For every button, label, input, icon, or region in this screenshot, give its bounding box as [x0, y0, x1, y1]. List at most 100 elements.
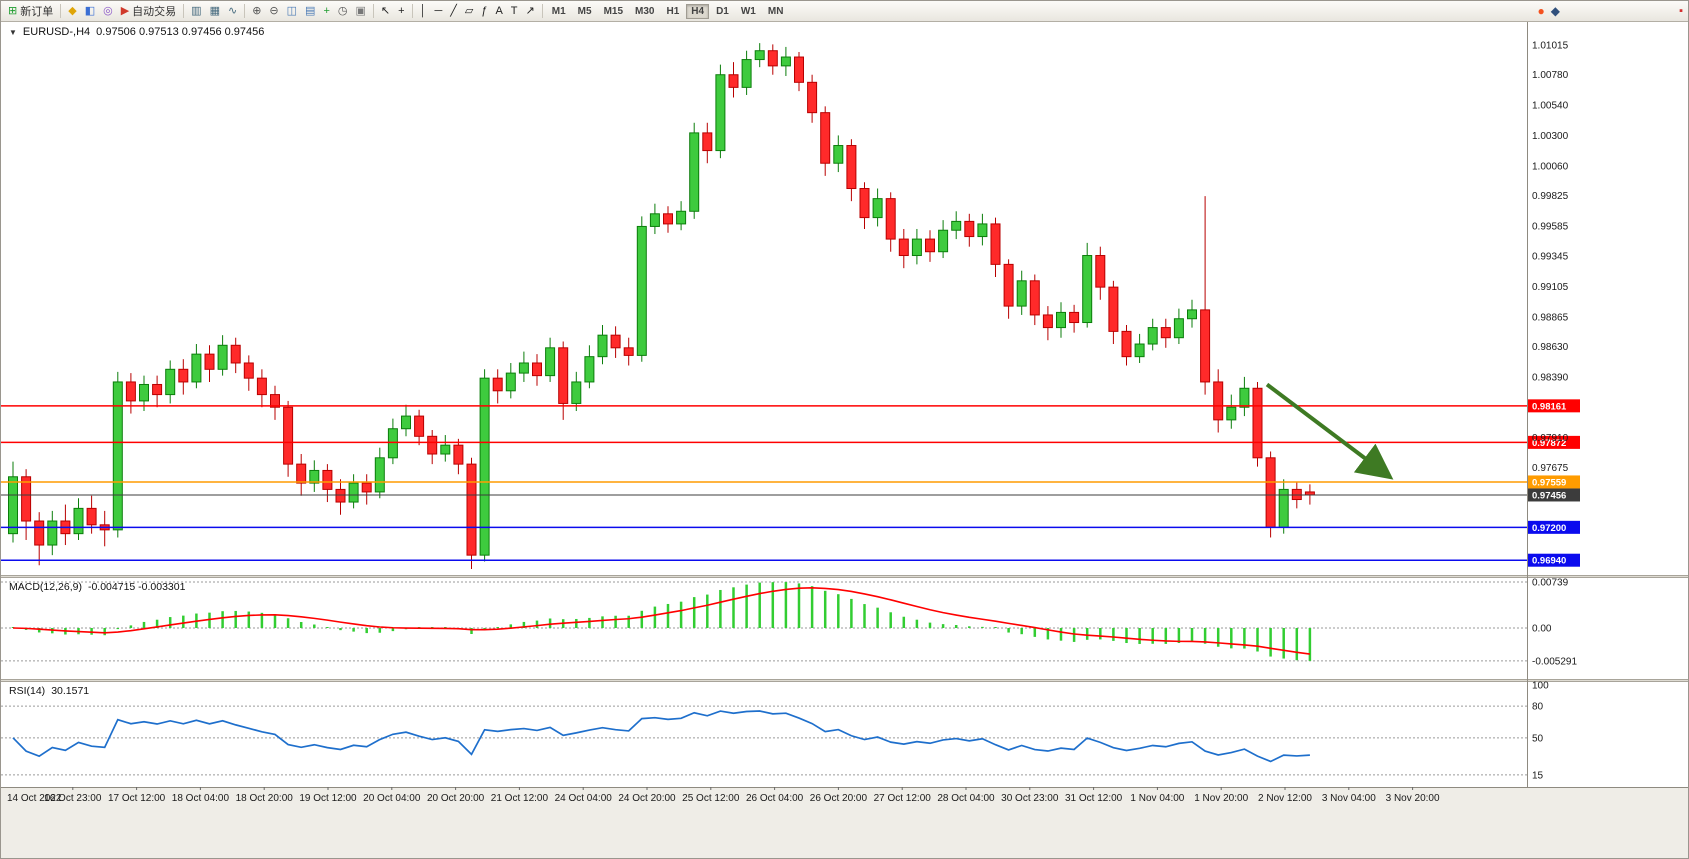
- indicators-button[interactable]: +: [319, 2, 333, 20]
- autotrading-icon: ▶: [120, 4, 130, 17]
- timeframe-h1-button[interactable]: H1: [666, 5, 680, 17]
- autotrading-button[interactable]: ▶ 自动交易: [117, 2, 180, 20]
- panel-splitter[interactable]: [1, 575, 1689, 578]
- rsi-tick-label: 100: [1532, 681, 1549, 692]
- price-tag-label: 0.97200: [1532, 523, 1566, 534]
- bull-candle: [165, 368, 176, 396]
- bear-candle: [1291, 488, 1302, 501]
- panel-splitter[interactable]: [1, 679, 1689, 682]
- bull-candle: [112, 381, 123, 531]
- timeframe-m1-button[interactable]: M1: [551, 5, 566, 17]
- bull-candle: [374, 457, 385, 493]
- rsi-tick-label: 80: [1532, 702, 1544, 713]
- bull-candle: [1016, 280, 1027, 307]
- bull-candle: [1147, 327, 1158, 345]
- price-tick-label: 0.99585: [1532, 221, 1569, 232]
- bear-candle: [453, 444, 464, 465]
- text-label-button[interactable]: T: [507, 2, 522, 20]
- new-chart-button[interactable]: ▤: [301, 2, 319, 20]
- chart-background[interactable]: [1, 21, 1689, 787]
- bear-candle: [427, 435, 438, 455]
- vertical-line-button[interactable]: │: [416, 2, 431, 20]
- notifications-icon[interactable]: ●: [1537, 4, 1545, 18]
- time-label: 3 Nov 20:00: [1386, 793, 1440, 804]
- crosshair-button[interactable]: +: [394, 2, 408, 20]
- time-axis-strip: [1, 787, 1688, 858]
- periods-button[interactable]: ◷: [334, 2, 352, 20]
- resistance-line-tag[interactable]: [1528, 399, 1580, 413]
- current-price-line-tag[interactable]: [1528, 488, 1580, 502]
- timeframe-mn-button[interactable]: MN: [767, 5, 784, 17]
- profiles-button[interactable]: ◧: [81, 2, 99, 20]
- bull-candle: [1082, 255, 1093, 324]
- timeframe-m15-button[interactable]: M15: [603, 5, 624, 17]
- pivot-line-tag[interactable]: [1528, 475, 1580, 489]
- crosshair-icon: +: [398, 4, 405, 17]
- line-chart-button[interactable]: ∿: [224, 2, 241, 20]
- arrows-button[interactable]: ↗: [522, 2, 539, 20]
- bear-candle: [820, 112, 831, 164]
- bear-candle: [623, 347, 634, 356]
- toolbar-separator: [541, 4, 543, 18]
- new-order-button[interactable]: ⊞ 新订单: [4, 2, 57, 20]
- bull-candle: [387, 428, 398, 459]
- support-line-tag[interactable]: [1528, 553, 1580, 567]
- bull-candle: [951, 220, 962, 231]
- bull-candle: [833, 145, 844, 164]
- time-label: 18 Oct 04:00: [172, 793, 230, 804]
- rsi-tick-label: 15: [1532, 770, 1544, 781]
- horizontal-line-button[interactable]: ─: [430, 2, 446, 20]
- bull-candle: [440, 444, 451, 455]
- timeframe-w1-button[interactable]: W1: [740, 5, 756, 17]
- price-tick-label: 0.97910: [1532, 433, 1569, 444]
- support-line-tag[interactable]: [1528, 520, 1580, 534]
- zoom-out-button[interactable]: ⊖: [265, 2, 282, 20]
- channel-button[interactable]: ▱: [461, 2, 477, 20]
- trend-arrow-annotation[interactable]: [1265, 382, 1394, 480]
- bar-chart-button[interactable]: ▥: [187, 2, 205, 20]
- bull-candle: [571, 381, 582, 404]
- price-tick-label: 0.98865: [1532, 312, 1569, 323]
- bull-candle: [348, 482, 359, 503]
- collapse-chart-icon[interactable]: ▼: [9, 28, 17, 37]
- trendline-button[interactable]: ╱: [446, 2, 461, 20]
- macd-name: MACD(12,26,9): [9, 581, 82, 593]
- zoom-in-button[interactable]: ⊕: [248, 2, 265, 20]
- toolbar-right-icons: ● ◆: [1538, 4, 1560, 18]
- timeframe-d1-button[interactable]: D1: [716, 5, 729, 17]
- bear-candle: [125, 381, 136, 402]
- bear-candle: [178, 368, 189, 383]
- bull-candle: [191, 353, 202, 383]
- rsi-value: 30.1571: [51, 685, 90, 697]
- time-label: 26 Oct 20:00: [810, 793, 868, 804]
- bear-candle: [466, 463, 477, 556]
- chart-header: ▼ EURUSD-,H4 0.97506 0.97513 0.97456 0.9…: [9, 26, 264, 38]
- time-label: 17 Oct 12:00: [108, 793, 166, 804]
- bull-candle: [8, 476, 18, 535]
- text-button[interactable]: A: [491, 2, 506, 20]
- price-tick-label: 1.01015: [1532, 41, 1569, 52]
- candlestick-chart-button[interactable]: ▦: [206, 2, 224, 20]
- time-label: 31 Oct 12:00: [1065, 793, 1123, 804]
- timeframe-h4-button[interactable]: H4: [686, 3, 710, 19]
- bear-candle: [1160, 327, 1171, 339]
- timeframe-m5-button[interactable]: M5: [577, 5, 592, 17]
- timeframe-m30-button[interactable]: M30: [635, 5, 655, 17]
- time-label: 30 Oct 23:00: [1001, 793, 1059, 804]
- bear-candle: [990, 223, 1001, 265]
- bear-candle: [1108, 286, 1119, 332]
- bear-candle: [204, 353, 215, 370]
- templates-button[interactable]: ▣: [352, 2, 370, 20]
- promo-badge-icon[interactable]: ▪: [1679, 5, 1683, 17]
- wizard-button[interactable]: ◆: [64, 2, 80, 20]
- cursor-button[interactable]: ↖: [377, 2, 394, 20]
- community-icon[interactable]: ◆: [1550, 4, 1560, 18]
- tile-windows-button[interactable]: ◫: [283, 2, 301, 20]
- fibonacci-button[interactable]: ƒ: [477, 2, 491, 20]
- bear-candle: [702, 132, 713, 152]
- alerts-button[interactable]: ◎: [99, 2, 117, 20]
- resistance-line-tag[interactable]: [1528, 435, 1580, 449]
- price-tick-label: 1.00540: [1532, 101, 1569, 112]
